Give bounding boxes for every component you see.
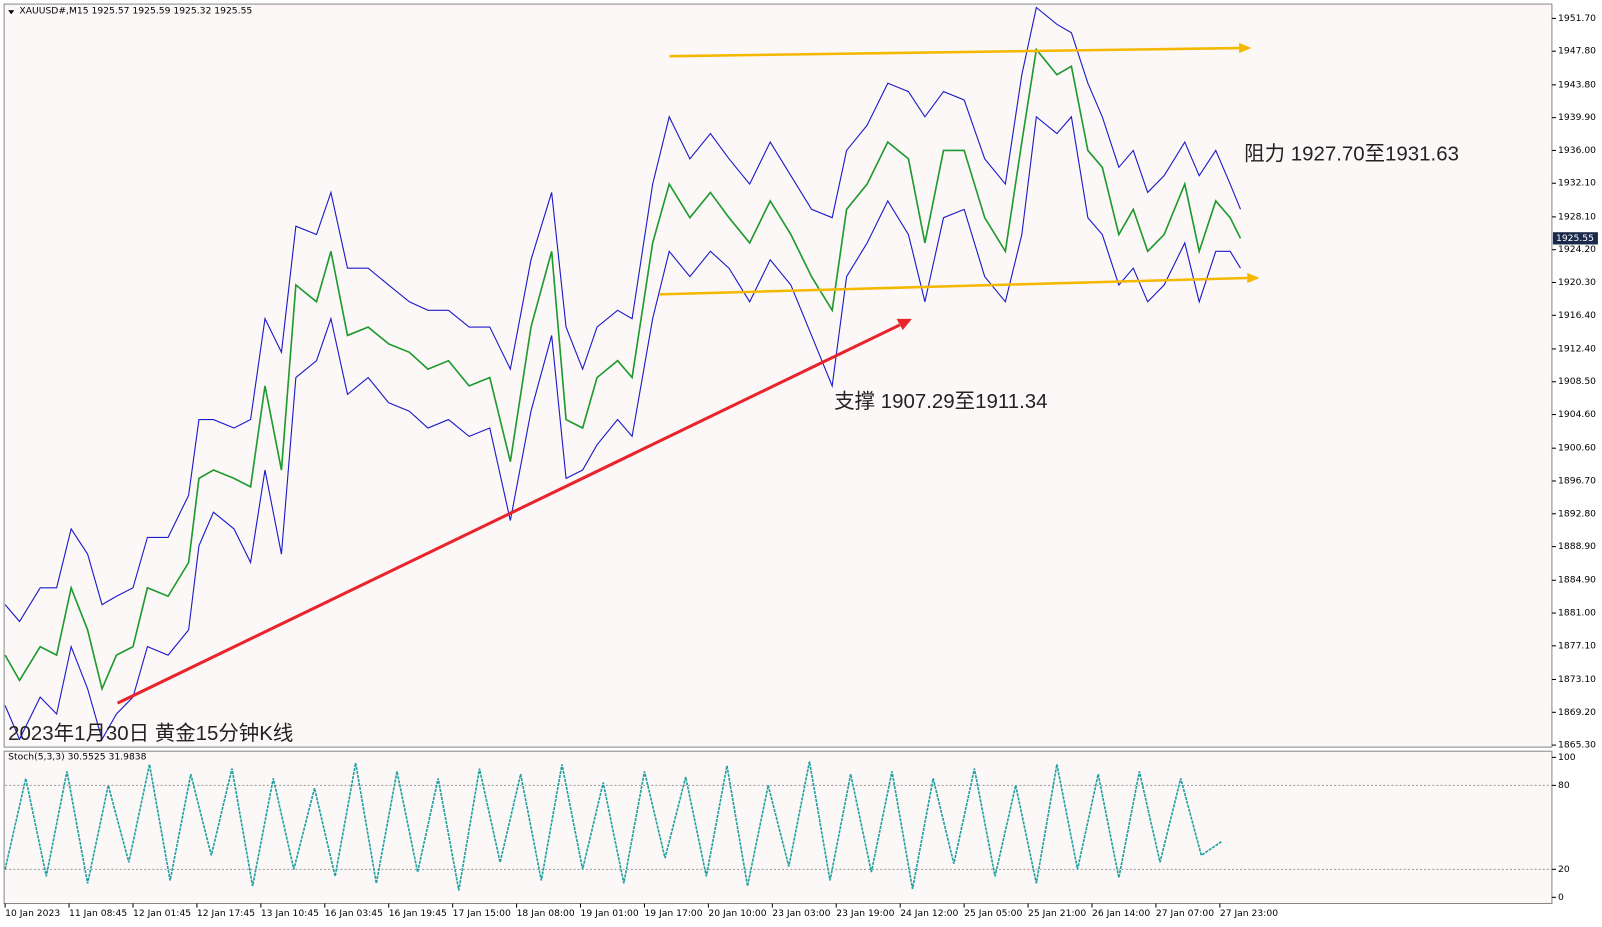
main-panel	[3, 3, 1553, 748]
y-tick-label: 1873.10	[1558, 674, 1596, 685]
x-tick-label: 24 Jan 12:00	[900, 908, 958, 919]
chart-title: XAUUSD#,M15 1925.57 1925.59 1925.32 1925…	[19, 5, 252, 16]
y-tick-label: 1881.00	[1558, 608, 1596, 619]
x-tick-label: 20 Jan 10:00	[708, 908, 766, 919]
x-tick-label: 16 Jan 19:45	[389, 908, 447, 919]
price-box	[1552, 232, 1598, 245]
series-line	[4, 47, 1242, 692]
annotation: 2023年1月30日 黄金15分钟K线	[8, 722, 293, 745]
y-tick-label: 1943.80	[1558, 79, 1596, 90]
x-tick-label: 23 Jan 03:00	[772, 908, 830, 919]
support-line	[659, 276, 1248, 296]
y-tick-label: 1877.10	[1558, 640, 1596, 651]
x-tick-label: 27 Jan 23:00	[1220, 908, 1278, 919]
y-tick-label: 1920.30	[1558, 277, 1596, 288]
x-tick-label: 25 Jan 21:00	[1028, 908, 1086, 919]
y-tick-label: 1900.60	[1558, 443, 1596, 454]
series-line	[4, 115, 1241, 741]
y-tick-label: 1916.40	[1558, 310, 1596, 321]
x-tick-label: 10 Jan 2023	[5, 908, 60, 919]
y-tick-label: 1865.30	[1558, 740, 1596, 751]
annotation: 阻力 1927.70至1931.63	[1244, 142, 1459, 165]
series-line	[4, 761, 1223, 891]
y-tick-label: 1924.20	[1558, 244, 1596, 255]
x-tick-label: 12 Jan 17:45	[197, 908, 255, 919]
y-tick-label: 100	[1558, 752, 1576, 763]
x-tick-label: 19 Jan 17:00	[644, 908, 702, 919]
y-tick-label: 1951.70	[1558, 13, 1596, 24]
y-tick-label: 20	[1558, 864, 1570, 875]
trend-line	[116, 323, 901, 705]
y-tick-label: 1939.90	[1558, 112, 1596, 123]
plot: 1951.70 1947.80 1943.80 1939.90 1936.00 1932.…	[4, 6, 1598, 919]
x-tick-label: 11 Jan 08:45	[69, 908, 127, 919]
y-tick-label: 1936.00	[1558, 145, 1596, 156]
arrow-head	[1239, 42, 1252, 54]
y-tick-label: 1908.50	[1558, 376, 1596, 387]
y-tick-label: 80	[1558, 780, 1570, 791]
y-tick-label: 1888.90	[1558, 541, 1596, 552]
stoch-panel	[3, 750, 1553, 905]
x-tick-label: 25 Jan 05:00	[964, 908, 1022, 919]
arrow-head	[896, 318, 912, 331]
y-tick-label: 1928.10	[1558, 211, 1596, 222]
x-tick-label: 23 Jan 19:00	[836, 908, 894, 919]
series-line	[4, 6, 1242, 623]
x-tick-label: 19 Jan 01:00	[581, 908, 639, 919]
x-tick-label: 13 Jan 10:45	[261, 908, 319, 919]
resistance-line	[669, 46, 1240, 58]
y-tick-label: 1932.10	[1558, 178, 1596, 189]
y-tick-label: 1892.80	[1558, 508, 1596, 519]
stoch-title: Stoch(5,3,3) 30.5525 31.9838	[8, 751, 146, 762]
menu-icon[interactable]	[8, 10, 15, 15]
y-tick-label: 1869.20	[1558, 707, 1596, 718]
x-tick-label: 17 Jan 15:00	[453, 908, 511, 919]
x-tick-label: 16 Jan 03:45	[325, 908, 383, 919]
arrow-head	[1247, 272, 1260, 284]
y-tick-label: 1884.90	[1558, 575, 1596, 586]
y-tick-label: 0	[1558, 892, 1564, 903]
current-price: 1925.55	[1556, 233, 1594, 244]
x-tick-label: 12 Jan 01:45	[133, 908, 191, 919]
annotation: 支撑 1907.29至1911.34	[834, 390, 1047, 413]
x-tick-label: 27 Jan 07:00	[1156, 908, 1214, 919]
y-tick-label: 1896.70	[1558, 475, 1596, 486]
y-tick-label: 1947.80	[1558, 46, 1596, 57]
x-tick-label: 18 Jan 08:00	[517, 908, 575, 919]
x-tick-label: 26 Jan 14:00	[1092, 908, 1150, 919]
y-tick-label: 1904.60	[1558, 409, 1596, 420]
y-tick-label: 1912.40	[1558, 343, 1596, 354]
